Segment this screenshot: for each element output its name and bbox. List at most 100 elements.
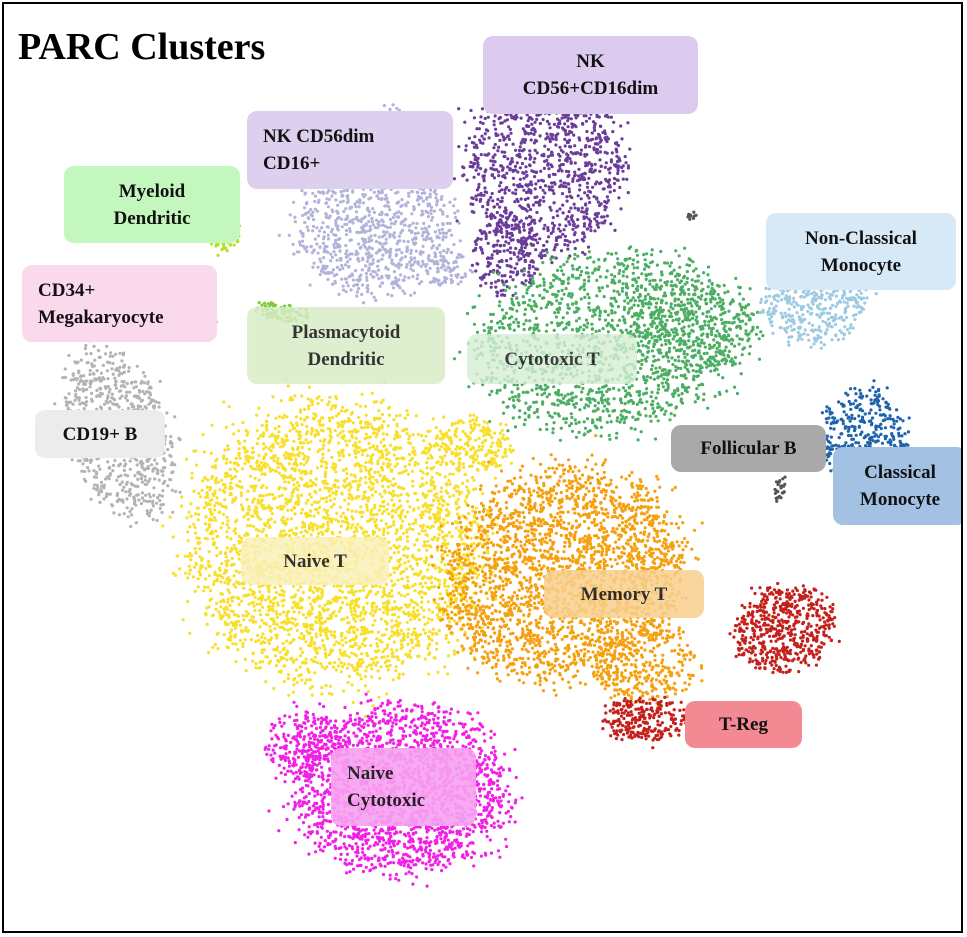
scatter-point <box>506 165 510 169</box>
scatter-point <box>496 278 501 283</box>
scatter-point <box>511 176 516 180</box>
scatter-point <box>622 263 626 267</box>
scatter-point <box>593 398 597 403</box>
scatter-point <box>534 238 538 242</box>
scatter-point <box>730 342 734 346</box>
scatter-point <box>582 433 586 437</box>
scatter-point <box>470 270 474 274</box>
scatter-point <box>835 301 840 305</box>
scatter-point <box>369 234 373 238</box>
scatter-point <box>546 155 550 159</box>
scatter-point <box>499 289 503 293</box>
scatter-point <box>318 191 322 195</box>
scatter-point <box>525 251 530 256</box>
scatter-point <box>490 167 494 171</box>
scatter-point <box>744 304 748 308</box>
scatter-point <box>523 132 527 136</box>
scatter-point <box>436 269 440 274</box>
scatter-point <box>733 344 737 348</box>
scatter-point <box>503 188 507 192</box>
scatter-point <box>472 175 476 179</box>
scatter-point <box>448 221 452 225</box>
scatter-point <box>442 249 446 253</box>
scatter-point <box>623 395 628 399</box>
scatter-point <box>379 242 383 246</box>
scatter-point <box>463 120 467 124</box>
scatter-point <box>750 312 754 316</box>
scatter-point <box>612 189 616 193</box>
scatter-point <box>681 359 685 363</box>
scatter-point <box>483 116 487 121</box>
scatter-point <box>629 394 633 398</box>
scatter-point <box>533 323 537 327</box>
scatter-point <box>566 392 570 396</box>
scatter-point <box>720 298 724 302</box>
scatter-point <box>620 137 624 141</box>
scatter-point <box>527 116 531 120</box>
scatter-point <box>670 328 674 332</box>
scatter-point <box>618 159 622 163</box>
scatter-point <box>491 270 495 274</box>
scatter-point <box>365 278 369 282</box>
scatter-point <box>522 188 526 192</box>
scatter-point <box>348 257 352 261</box>
scatter-point <box>536 179 541 183</box>
scatter-point <box>570 328 575 332</box>
scatter-point <box>550 181 554 185</box>
scatter-point <box>603 309 607 313</box>
scatter-point <box>677 322 681 326</box>
scatter-point <box>345 217 349 221</box>
scatter-point <box>472 116 476 120</box>
scatter-point <box>563 122 567 126</box>
scatter-point <box>614 251 618 255</box>
scatter-point <box>541 117 545 122</box>
scatter-point <box>586 136 590 140</box>
scatter-point <box>619 207 623 211</box>
scatter-point <box>484 281 488 285</box>
scatter-point <box>646 327 651 331</box>
scatter-point <box>710 286 714 290</box>
scatter-point <box>487 272 491 276</box>
scatter-point <box>615 141 619 145</box>
scatter-point <box>814 297 818 301</box>
scatter-point <box>594 308 598 312</box>
scatter-point <box>712 338 716 342</box>
scatter-point <box>599 164 604 168</box>
scatter-point <box>598 317 602 321</box>
scatter-point <box>318 245 322 249</box>
scatter-point <box>706 323 711 327</box>
scatter-point <box>305 225 309 229</box>
scatter-point <box>573 418 577 422</box>
scatter-point <box>705 365 709 369</box>
scatter-point <box>647 349 651 354</box>
scatter-point <box>288 213 292 217</box>
scatter-point <box>629 330 633 334</box>
scatter-point <box>638 313 642 317</box>
scatter-point <box>790 335 794 339</box>
scatter-point <box>679 279 684 283</box>
scatter-point <box>521 295 525 299</box>
scatter-point <box>316 234 321 238</box>
scatter-point <box>582 278 587 282</box>
scatter-point <box>562 228 566 232</box>
scatter-point <box>412 241 416 245</box>
scatter-point <box>823 298 828 302</box>
scatter-point <box>583 191 587 195</box>
scatter-point <box>303 191 307 195</box>
scatter-point <box>498 265 502 269</box>
scatter-point <box>675 375 679 379</box>
scatter-point <box>545 422 549 426</box>
scatter-point <box>545 240 549 244</box>
scatter-point <box>695 363 699 367</box>
scatter-point <box>596 401 601 405</box>
scatter-point <box>715 340 719 345</box>
scatter-point <box>517 399 521 403</box>
scatter-point <box>346 199 350 203</box>
scatter-point <box>554 143 558 147</box>
scatter-point <box>687 257 691 261</box>
scatter-point <box>361 256 365 260</box>
scatter-point <box>676 303 681 307</box>
scatter-point <box>605 269 609 273</box>
scatter-point <box>690 309 694 313</box>
scatter-point <box>301 234 305 238</box>
